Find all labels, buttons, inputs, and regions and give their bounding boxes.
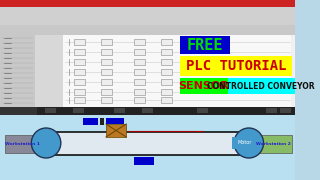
Bar (161, 79, 172, 85)
Bar (101, 69, 112, 75)
Bar (8, 108, 19, 113)
Bar (134, 97, 145, 103)
Text: Motor: Motor (238, 141, 252, 145)
Bar (73, 108, 84, 113)
Bar (0, 35, 295, 107)
Bar (134, 49, 145, 55)
Bar (0, 107, 37, 115)
Bar (0, 107, 295, 115)
Bar (180, 36, 230, 54)
Bar (142, 108, 153, 113)
Bar (106, 124, 126, 137)
Bar (74, 59, 85, 65)
Bar (161, 69, 172, 75)
Bar (134, 79, 145, 85)
Bar (266, 108, 277, 113)
Text: PLC TUTORIAL: PLC TUTORIAL (186, 59, 286, 73)
Ellipse shape (234, 128, 264, 158)
Bar (255, 135, 292, 153)
Bar (0, 115, 295, 180)
Bar (46, 132, 249, 155)
Bar (35, 35, 63, 107)
Bar (4, 135, 40, 153)
Bar (101, 59, 112, 65)
Bar (180, 78, 228, 94)
Bar (74, 49, 85, 55)
Text: Workstation 2: Workstation 2 (256, 142, 291, 146)
Bar (161, 49, 172, 55)
Bar (161, 39, 172, 45)
Bar (161, 97, 172, 103)
Bar (134, 59, 145, 65)
Bar (106, 118, 124, 124)
Bar (0, 35, 35, 107)
Bar (74, 69, 85, 75)
Bar (180, 56, 292, 76)
Bar (101, 89, 112, 95)
Bar (134, 39, 145, 45)
Bar (232, 137, 258, 149)
Bar (0, 25, 295, 35)
Bar (134, 69, 145, 75)
Bar (101, 49, 112, 55)
Text: SENSOR: SENSOR (178, 81, 229, 91)
Bar (161, 89, 172, 95)
Bar (280, 108, 291, 113)
Bar (101, 39, 112, 45)
Bar (63, 35, 291, 107)
Bar (74, 39, 85, 45)
Bar (74, 89, 85, 95)
Bar (83, 118, 98, 125)
Text: Workstation 1: Workstation 1 (5, 142, 40, 146)
Bar (161, 59, 172, 65)
Bar (0, 7, 295, 25)
Bar (114, 108, 125, 113)
Bar (74, 79, 85, 85)
Ellipse shape (31, 128, 61, 158)
Bar (134, 157, 154, 165)
Text: FREE: FREE (186, 37, 223, 53)
Bar (74, 97, 85, 103)
Bar (101, 97, 112, 103)
Bar (45, 108, 56, 113)
Bar (134, 89, 145, 95)
Bar (101, 79, 112, 85)
Text: CONTROLLED CONVEYOR: CONTROLLED CONVEYOR (207, 82, 315, 91)
Bar (228, 78, 295, 94)
Bar (0, 0, 295, 7)
Bar (100, 118, 104, 125)
Bar (197, 108, 208, 113)
